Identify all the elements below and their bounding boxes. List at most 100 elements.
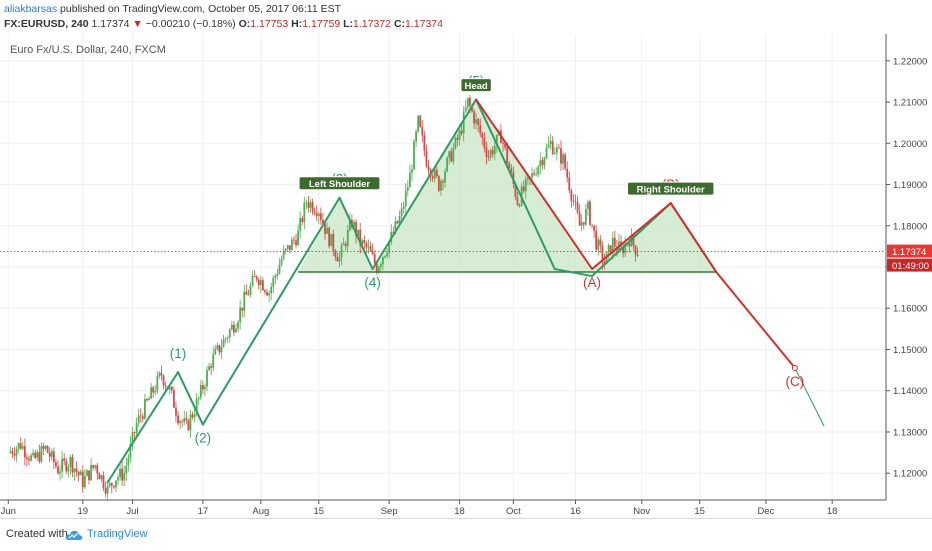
wave-segment (669, 202, 718, 273)
candle-body (146, 399, 148, 401)
x-tick-label: 18 (827, 506, 838, 517)
candle-body (42, 446, 45, 449)
candle-body (19, 443, 22, 449)
candle-body (367, 246, 370, 248)
price-chart[interactable]: 1.220001.210001.200001.190001.180001.170… (0, 34, 932, 518)
candle-body (139, 415, 142, 417)
candle-body (83, 476, 86, 488)
chart-area[interactable]: 1.220001.210001.200001.190001.180001.170… (0, 34, 932, 518)
candle-body (191, 414, 194, 418)
candle-body (582, 222, 585, 225)
candle-body (13, 454, 16, 456)
candle-body (524, 179, 527, 192)
candle-body (394, 221, 397, 233)
candle-body (576, 202, 579, 213)
candle-body (233, 324, 235, 333)
candle-body (533, 173, 535, 175)
candle-body (280, 258, 283, 265)
pattern-label-box (460, 78, 492, 93)
candle-body (346, 229, 349, 247)
candle-body (17, 443, 20, 449)
candle-body (516, 197, 519, 206)
candle-body (553, 152, 556, 154)
candle-body (15, 448, 18, 456)
candle-body (218, 345, 221, 353)
high-value: 1.17759 (302, 18, 341, 30)
created-with-text: Created with (6, 528, 68, 540)
candle-body (59, 471, 61, 474)
candle-body (342, 243, 345, 246)
candle-body (257, 279, 260, 286)
candle-body (262, 280, 264, 291)
candle-body (466, 97, 469, 108)
candle-body (230, 324, 233, 330)
candle-body (295, 240, 297, 246)
low-value: 1.17372 (353, 18, 392, 30)
high-label: H: (291, 18, 303, 30)
candle-body (566, 168, 569, 178)
candle-body (591, 224, 593, 226)
candle-body (290, 239, 293, 250)
candle-body (322, 219, 324, 224)
pattern-label: Left Shoulder (298, 176, 381, 191)
candle-body (160, 372, 163, 376)
candle-body (574, 201, 577, 203)
candle-body (30, 455, 32, 461)
candle-body (119, 468, 121, 478)
pattern-label-text: Right Shoulder (637, 185, 705, 196)
ohlc-line: FX:EURUSD, 240 1.17374 ▼ −0.00210 (−0.18… (4, 17, 443, 31)
tradingview-brand[interactable]: TradingView (87, 528, 148, 540)
y-tick-label: 1.14000 (893, 386, 927, 397)
candle-body (172, 390, 175, 408)
candle-body (54, 462, 57, 467)
candle-body (508, 163, 511, 169)
candle-body (483, 138, 486, 149)
candle-body (446, 157, 449, 172)
candle-body (392, 231, 395, 233)
wave-label: (A) (583, 275, 601, 290)
candle-body (462, 111, 465, 134)
candle-body (371, 251, 374, 255)
x-tick-label: Sep (381, 506, 398, 517)
x-tick-label: 15 (314, 506, 325, 517)
candle-body (448, 151, 451, 158)
candle-body (607, 245, 610, 252)
candle-body (135, 422, 138, 433)
candle-body (545, 147, 548, 158)
candle-body (131, 432, 134, 444)
candle-body (597, 239, 600, 250)
candle-body (293, 239, 295, 241)
candle-body (255, 276, 258, 280)
candle-body (311, 202, 314, 212)
candle-body (36, 452, 39, 458)
candle-body (245, 291, 248, 295)
down-arrow-icon: ▼ (132, 18, 143, 30)
candle-body (112, 485, 115, 488)
x-tick-label: 17 (198, 506, 209, 517)
candle-body (288, 245, 291, 250)
y-tick-label: 1.21000 (893, 98, 927, 109)
candle-body (452, 148, 455, 162)
candle-body (549, 141, 552, 145)
candle-body (212, 354, 215, 368)
open-label: O: (238, 18, 251, 30)
candle-body (442, 181, 444, 183)
candle-body (377, 267, 380, 273)
candle-body (319, 213, 322, 220)
candle-body (475, 119, 478, 124)
candle-body (379, 264, 382, 268)
tradingview-cloud-icon[interactable] (65, 529, 83, 541)
candle-body (117, 477, 119, 481)
candle-body (115, 480, 117, 488)
candle-body (278, 264, 281, 274)
candle-body (100, 475, 103, 480)
candle-body (170, 386, 173, 391)
candle-body (259, 280, 262, 286)
author-link[interactable]: aliakbarsas (4, 3, 58, 15)
candle-body (510, 168, 513, 172)
candle-body (303, 202, 306, 222)
candle-body (150, 387, 153, 399)
countdown-tag (887, 258, 932, 272)
candle-body (309, 202, 312, 208)
candle-body (274, 275, 277, 278)
